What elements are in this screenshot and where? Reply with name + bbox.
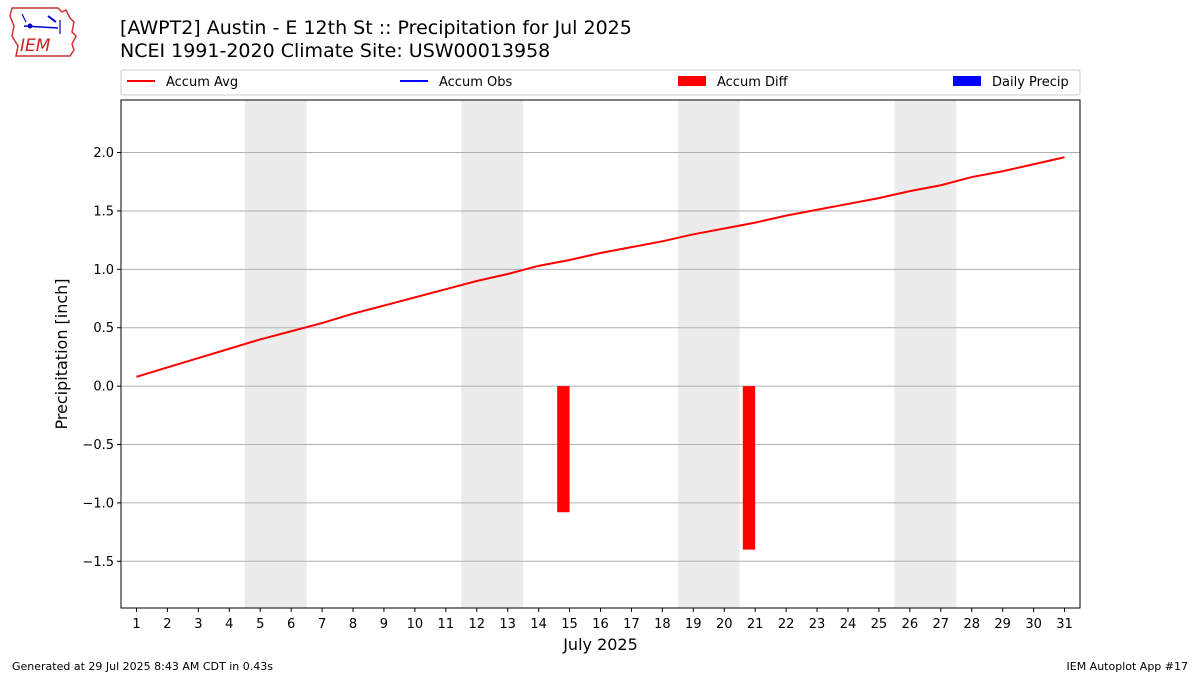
x-tick-label: 28 <box>963 617 980 632</box>
x-tick-label: 9 <box>380 617 388 632</box>
accum-avg-line-group <box>136 156 1065 378</box>
weekend-shading <box>244 100 957 608</box>
footer-generated-text: Generated at 29 Jul 2025 8:43 AM CDT in … <box>12 660 273 673</box>
x-tick-label: 20 <box>716 617 733 632</box>
footer-app-text: IEM Autoplot App #17 <box>1066 660 1189 673</box>
x-tick-label: 19 <box>685 617 702 632</box>
legend-label: Accum Avg <box>166 75 238 90</box>
accum-diff-bars <box>557 386 756 550</box>
x-tick-label: 1 <box>132 617 140 632</box>
x-tick-label: 5 <box>256 617 264 632</box>
x-axis-label: July 2025 <box>562 635 638 654</box>
x-tick-label: 11 <box>438 617 455 632</box>
x-tick-label: 18 <box>654 617 671 632</box>
x-tick-label: 29 <box>994 617 1011 632</box>
y-tick-label: 0.0 <box>93 380 114 395</box>
y-tick-label: 1.5 <box>93 204 114 219</box>
weekend-band <box>894 100 957 608</box>
x-tick-label: 27 <box>933 617 950 632</box>
x-tick-label: 8 <box>349 617 357 632</box>
x-tick-label: 21 <box>747 617 764 632</box>
accum-avg-line <box>136 156 1065 378</box>
x-tick-label: 15 <box>561 617 578 632</box>
legend-label: Accum Obs <box>439 75 512 90</box>
logo-text: IEM <box>20 36 51 56</box>
iem-logo: IEM <box>8 6 80 62</box>
chart-title: [AWPT2] Austin - E 12th St :: Precipitat… <box>120 17 632 39</box>
legend-frame <box>120 69 1081 96</box>
y-tick-label: −0.5 <box>82 438 114 453</box>
legend-label: Daily Precip <box>992 75 1069 90</box>
y-tick-label: 0.5 <box>93 321 114 336</box>
x-tick-label: 22 <box>778 617 795 632</box>
y-axis-ticks: −1.5 −1.0 −0.5 0.0 0.5 1.0 1.5 2.0 <box>82 146 121 570</box>
accum-diff-bar <box>742 386 756 550</box>
weekend-band <box>244 100 307 608</box>
y-tick-label: 1.0 <box>93 263 114 278</box>
x-axis-ticks: 1 2 3 4 5 6 7 8 9 10 11 12 13 14 15 16 17 18 19 20 21 22 23 24 2… <box>132 608 1073 632</box>
y-tick-label: −1.5 <box>82 555 114 570</box>
x-tick-label: 16 <box>592 617 609 632</box>
legend-item: Accum Obs <box>400 75 512 90</box>
x-tick-label: 3 <box>194 617 202 632</box>
x-tick-label: 31 <box>1056 617 1073 632</box>
x-tick-label: 30 <box>1025 617 1042 632</box>
x-tick-label: 13 <box>499 617 516 632</box>
x-tick-label: 10 <box>407 617 424 632</box>
legend-patch-swatch <box>678 76 706 86</box>
x-tick-label: 25 <box>871 617 888 632</box>
legend-item: Daily Precip <box>953 75 1069 90</box>
x-tick-label: 23 <box>809 617 826 632</box>
y-gridlines <box>121 152 1080 562</box>
legend-patch-swatch <box>953 76 981 86</box>
x-tick-label: 26 <box>902 617 919 632</box>
x-tick-label: 4 <box>225 617 233 632</box>
weekend-band <box>461 100 524 608</box>
x-tick-label: 12 <box>468 617 485 632</box>
y-tick-label: −1.0 <box>82 496 114 511</box>
legend-label: Accum Diff <box>717 75 789 90</box>
x-tick-label: 2 <box>163 617 171 632</box>
weekend-band <box>677 100 740 608</box>
y-tick-label: 2.0 <box>93 146 114 161</box>
legend-item: Accum Diff <box>678 75 789 90</box>
x-tick-label: 7 <box>318 617 326 632</box>
x-tick-label: 14 <box>530 617 547 632</box>
x-tick-label: 24 <box>840 617 857 632</box>
chart-subtitle: NCEI 1991-2020 Climate Site: USW00013958 <box>120 40 551 62</box>
x-tick-label: 17 <box>623 617 640 632</box>
y-axis-label: Precipitation [inch] <box>52 278 71 429</box>
accum-diff-bar <box>557 386 570 513</box>
x-tick-label: 6 <box>287 617 295 632</box>
legend-item: Accum Avg <box>127 75 238 90</box>
legend: Accum Avg Accum Obs Accum Diff Daily Precip <box>120 69 1081 96</box>
